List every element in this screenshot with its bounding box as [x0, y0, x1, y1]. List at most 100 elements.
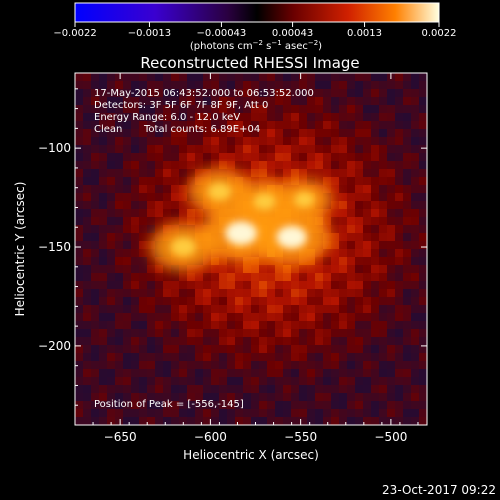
- heatmap-cell: [139, 289, 147, 297]
- heatmap-cell: [99, 329, 107, 337]
- heatmap-cell: [107, 177, 115, 185]
- heatmap-cell: [179, 273, 187, 281]
- heatmap-cell: [107, 353, 115, 361]
- heatmap-cell: [275, 73, 283, 81]
- heatmap-cell: [195, 353, 203, 361]
- heatmap-cell: [411, 361, 419, 369]
- heatmap-cell: [347, 377, 355, 385]
- heatmap-cell: [163, 313, 171, 321]
- heatmap-cell: [83, 97, 91, 105]
- heatmap-cell: [75, 329, 83, 337]
- heatmap-cell: [139, 161, 147, 169]
- heatmap-cell: [283, 169, 291, 177]
- heatmap-cell: [187, 201, 195, 209]
- heatmap-cell: [123, 161, 131, 169]
- heatmap-cell: [251, 401, 259, 409]
- heatmap-cell: [115, 361, 123, 369]
- heatmap-cell: [267, 89, 275, 97]
- heatmap-cell: [171, 337, 179, 345]
- heatmap-cell: [323, 105, 331, 113]
- heatmap-cell: [291, 353, 299, 361]
- heatmap-cell: [259, 257, 267, 265]
- heatmap-cell: [203, 81, 211, 89]
- heatmap-cell: [107, 113, 115, 121]
- heatmap-cell: [315, 273, 323, 281]
- heatmap-cell: [291, 89, 299, 97]
- heatmap-cell: [115, 353, 123, 361]
- heatmap-cell: [291, 121, 299, 129]
- heatmap-cell: [91, 297, 99, 305]
- heatmap-cell: [355, 265, 363, 273]
- heatmap-cell: [211, 305, 219, 313]
- heatmap-cell: [267, 377, 275, 385]
- heatmap-cell: [363, 217, 371, 225]
- heatmap-cell: [187, 401, 195, 409]
- heatmap-cell: [419, 225, 427, 233]
- heatmap-cell: [331, 81, 339, 89]
- heatmap-cell: [123, 281, 131, 289]
- heatmap-cell: [267, 409, 275, 417]
- heatmap-cell: [307, 121, 315, 129]
- heatmap-cell: [411, 281, 419, 289]
- heatmap-cell: [307, 289, 315, 297]
- heatmap-cell: [371, 361, 379, 369]
- heatmap-cell: [163, 161, 171, 169]
- heatmap-cell: [243, 137, 251, 145]
- heatmap-cell: [283, 273, 291, 281]
- heatmap-cell: [219, 161, 227, 169]
- heatmap-cell: [243, 353, 251, 361]
- heatmap-cell: [243, 265, 251, 273]
- heatmap-cell: [315, 289, 323, 297]
- heatmap-cell: [395, 209, 403, 217]
- heatmap-cell: [419, 329, 427, 337]
- heatmap-cell: [171, 417, 179, 425]
- heatmap-cell: [379, 81, 387, 89]
- heatmap-cell: [371, 209, 379, 217]
- heatmap-cell: [179, 289, 187, 297]
- heatmap-cell: [243, 369, 251, 377]
- heatmap-cell: [115, 201, 123, 209]
- heatmap-cell: [275, 161, 283, 169]
- heatmap-cell: [411, 345, 419, 353]
- heatmap-cell: [403, 345, 411, 353]
- heatmap-cell: [131, 121, 139, 129]
- heatmap-cell: [163, 393, 171, 401]
- heatmap-cell: [251, 113, 259, 121]
- heatmap-cell: [403, 201, 411, 209]
- heatmap-cell: [83, 361, 91, 369]
- heatmap-cell: [355, 113, 363, 121]
- heatmap-cell: [155, 169, 163, 177]
- heatmap-cell: [275, 361, 283, 369]
- heatmap-cell: [371, 73, 379, 81]
- heatmap-cell: [387, 409, 395, 417]
- heatmap-cell: [291, 337, 299, 345]
- heatmap-cell: [347, 169, 355, 177]
- heatmap-cell: [419, 289, 427, 297]
- heatmap-cell: [283, 137, 291, 145]
- heatmap-cell: [363, 249, 371, 257]
- heatmap-cell: [147, 153, 155, 161]
- heatmap-cell: [227, 289, 235, 297]
- heatmap-cell: [163, 281, 171, 289]
- heatmap-cell: [419, 265, 427, 273]
- heatmap-cell: [395, 321, 403, 329]
- heatmap-cell: [107, 401, 115, 409]
- heatmap-cell: [155, 281, 163, 289]
- heatmap-cell: [371, 353, 379, 361]
- heatmap-cell: [363, 169, 371, 177]
- heatmap-cell: [395, 153, 403, 161]
- heatmap-cell: [219, 73, 227, 81]
- heatmap-cell: [251, 177, 259, 185]
- heatmap-cell: [147, 393, 155, 401]
- heatmap-cell: [107, 249, 115, 257]
- heatmap-cell: [291, 137, 299, 145]
- heatmap-cell: [387, 177, 395, 185]
- heatmap-cell: [187, 153, 195, 161]
- heatmap-cell: [115, 249, 123, 257]
- heatmap-cell: [155, 345, 163, 353]
- heatmap-cell: [259, 393, 267, 401]
- heatmap-cell: [371, 345, 379, 353]
- heatmap-cell: [163, 289, 171, 297]
- heatmap-cell: [379, 73, 387, 81]
- heatmap-cell: [403, 289, 411, 297]
